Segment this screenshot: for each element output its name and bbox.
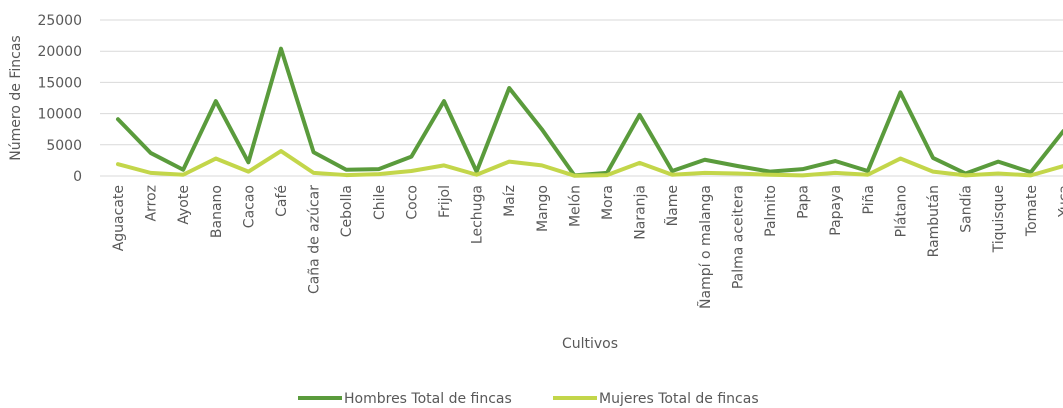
x-tick-label: Caña de azúcar bbox=[307, 185, 323, 294]
legend-label: Mujeres Total de fincas bbox=[599, 391, 759, 407]
x-tick-label: Tomate bbox=[1024, 185, 1040, 237]
x-tick-label: Tiquisque bbox=[991, 185, 1007, 253]
y-tick-label: 5000 bbox=[46, 138, 82, 154]
x-tick-label: Frijol bbox=[437, 185, 453, 218]
x-tick-label: Ayote bbox=[176, 185, 192, 225]
x-tick-label: Arroz bbox=[144, 185, 160, 221]
x-tick-label: Rambután bbox=[926, 185, 942, 257]
y-tick-label: 15000 bbox=[37, 75, 82, 91]
series-line bbox=[116, 149, 1063, 178]
x-tick-label: Melón bbox=[567, 185, 583, 227]
x-tick-label: Yuca bbox=[1056, 185, 1063, 218]
x-tick-label: Maíz bbox=[502, 185, 518, 217]
y-tick-label: 0 bbox=[73, 169, 82, 185]
y-tick-label: 25000 bbox=[37, 13, 82, 29]
x-tick-label: Plátano bbox=[893, 185, 909, 237]
x-tick-label: Café bbox=[274, 185, 290, 217]
x-tick-label: Papaya bbox=[828, 185, 844, 236]
x-tick-label: Piña bbox=[861, 185, 877, 214]
x-tick-label: Palma aceitera bbox=[730, 185, 746, 289]
legend-label: Hombres Total de fincas bbox=[344, 391, 512, 407]
x-tick-label: Chile bbox=[372, 185, 388, 220]
x-tick-label: Papa bbox=[796, 185, 812, 219]
x-tick-label: Ñampí o malanga bbox=[697, 185, 714, 309]
series-line bbox=[116, 46, 1063, 178]
x-tick-label: Palmito bbox=[763, 185, 779, 237]
x-tick-label: Naranja bbox=[633, 185, 649, 240]
x-tick-label: Mango bbox=[535, 185, 551, 232]
x-tick-label: Cacao bbox=[241, 185, 257, 228]
x-tick-label: Aguacate bbox=[111, 185, 127, 251]
x-tick-label: Lechuga bbox=[470, 185, 486, 244]
x-tick-label: Sandía bbox=[959, 185, 975, 233]
y-tick-label: 20000 bbox=[37, 44, 82, 60]
x-tick-label: Cebolla bbox=[339, 185, 355, 237]
x-tick-label: Coco bbox=[404, 185, 420, 220]
x-tick-label: Mora bbox=[600, 185, 616, 220]
y-axis-title: Número de Fincas bbox=[8, 35, 24, 160]
x-tick-label: Banano bbox=[209, 185, 225, 238]
y-tick-label: 10000 bbox=[37, 107, 82, 123]
x-axis-title: Cultivos bbox=[562, 336, 618, 352]
x-tick-label: Ñame bbox=[664, 185, 681, 226]
